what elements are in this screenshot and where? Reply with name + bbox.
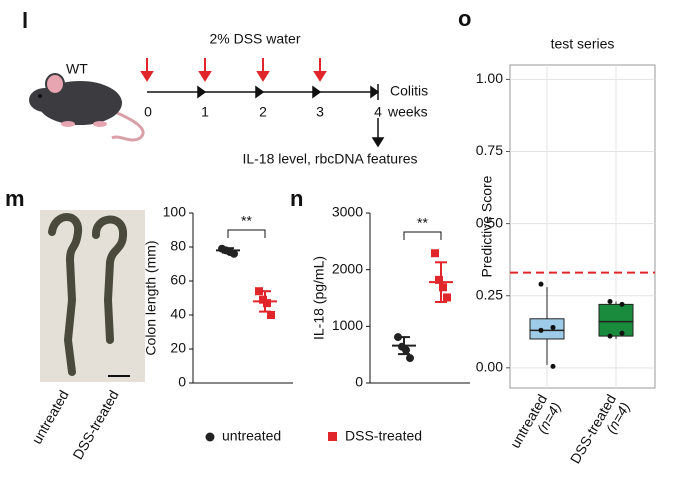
data-point — [406, 354, 414, 363]
y-tick-label: 0.50 — [476, 214, 503, 230]
data-point — [619, 301, 625, 307]
y-tick-label: 20 — [170, 340, 186, 356]
timeline — [147, 84, 385, 148]
data-point — [255, 287, 263, 296]
y-tick-label: 2000 — [332, 260, 363, 276]
y-tick-label: 0.75 — [476, 142, 503, 158]
significance-bracket — [227, 229, 266, 238]
legend-label: untreated — [222, 428, 281, 444]
readout-label: IL-18 level, rbcDNA features — [242, 151, 417, 167]
data-point — [230, 249, 238, 258]
y-axis-label: Predictive Score — [479, 175, 495, 277]
week-label: 4 — [374, 104, 382, 120]
week-label: 3 — [316, 104, 324, 120]
data-point — [435, 275, 443, 284]
significance-label: ** — [241, 213, 252, 229]
legend-label: DSS-treated — [345, 428, 422, 444]
panel-label: l — [22, 8, 28, 33]
y-tick-label: 3000 — [332, 204, 363, 220]
y-tick-label: 1.00 — [476, 70, 503, 86]
data-point — [431, 249, 439, 258]
data-point — [439, 283, 447, 292]
y-tick-label: 0 — [355, 374, 363, 390]
week-unit: weeks — [387, 104, 428, 120]
treatment-label: 2% DSS water — [209, 31, 300, 47]
x-tick-label: untreated(n=4) — [506, 391, 563, 458]
data-point — [394, 333, 402, 342]
subject-label: WT — [66, 61, 88, 77]
mouse-illustration — [29, 73, 145, 142]
box — [529, 318, 565, 340]
y-tick-label: 80 — [170, 238, 186, 254]
data-point — [607, 298, 613, 304]
y-tick-label: 1000 — [332, 317, 363, 333]
significance-bracket — [403, 231, 442, 240]
y-tick-label: 60 — [170, 272, 186, 288]
panel-label: m — [5, 186, 25, 211]
legend-marker — [328, 432, 337, 441]
data-point — [443, 293, 451, 302]
data-point — [402, 346, 410, 355]
photo-label: untreated — [28, 387, 71, 446]
data-point — [538, 327, 544, 333]
data-point — [550, 363, 556, 369]
y-tick-label: 40 — [170, 306, 186, 322]
panel-label: n — [290, 186, 303, 211]
photo-label: DSS-treated — [69, 387, 121, 462]
chart-title: test series — [551, 36, 615, 52]
legend-marker — [205, 432, 215, 442]
data-point — [267, 311, 275, 319]
end-label: Colitis — [390, 83, 428, 99]
significance-label: ** — [417, 215, 428, 231]
week-label: 2 — [259, 104, 267, 120]
data-point — [607, 333, 613, 339]
dss-arrows — [140, 58, 327, 82]
data-point — [619, 330, 625, 336]
data-point — [538, 281, 544, 287]
y-axis-label: Colon length (mm) — [143, 240, 159, 355]
x-tick-label: DSS-treated(n=4) — [566, 391, 632, 474]
data-point — [550, 324, 556, 330]
week-label: 0 — [144, 104, 152, 120]
y-tick-label: 100 — [163, 204, 187, 220]
box — [598, 303, 634, 337]
y-tick-label: 0.25 — [476, 286, 503, 302]
y-tick-label: 0.00 — [476, 359, 503, 375]
colon-photo — [40, 210, 145, 382]
plot-panel — [509, 64, 656, 389]
y-axis-label: IL-18 (pg/mL) — [311, 256, 327, 340]
data-point — [263, 299, 271, 308]
panel-label: o — [458, 6, 471, 31]
week-label: 1 — [201, 104, 209, 120]
y-tick-label: 0 — [178, 374, 186, 390]
